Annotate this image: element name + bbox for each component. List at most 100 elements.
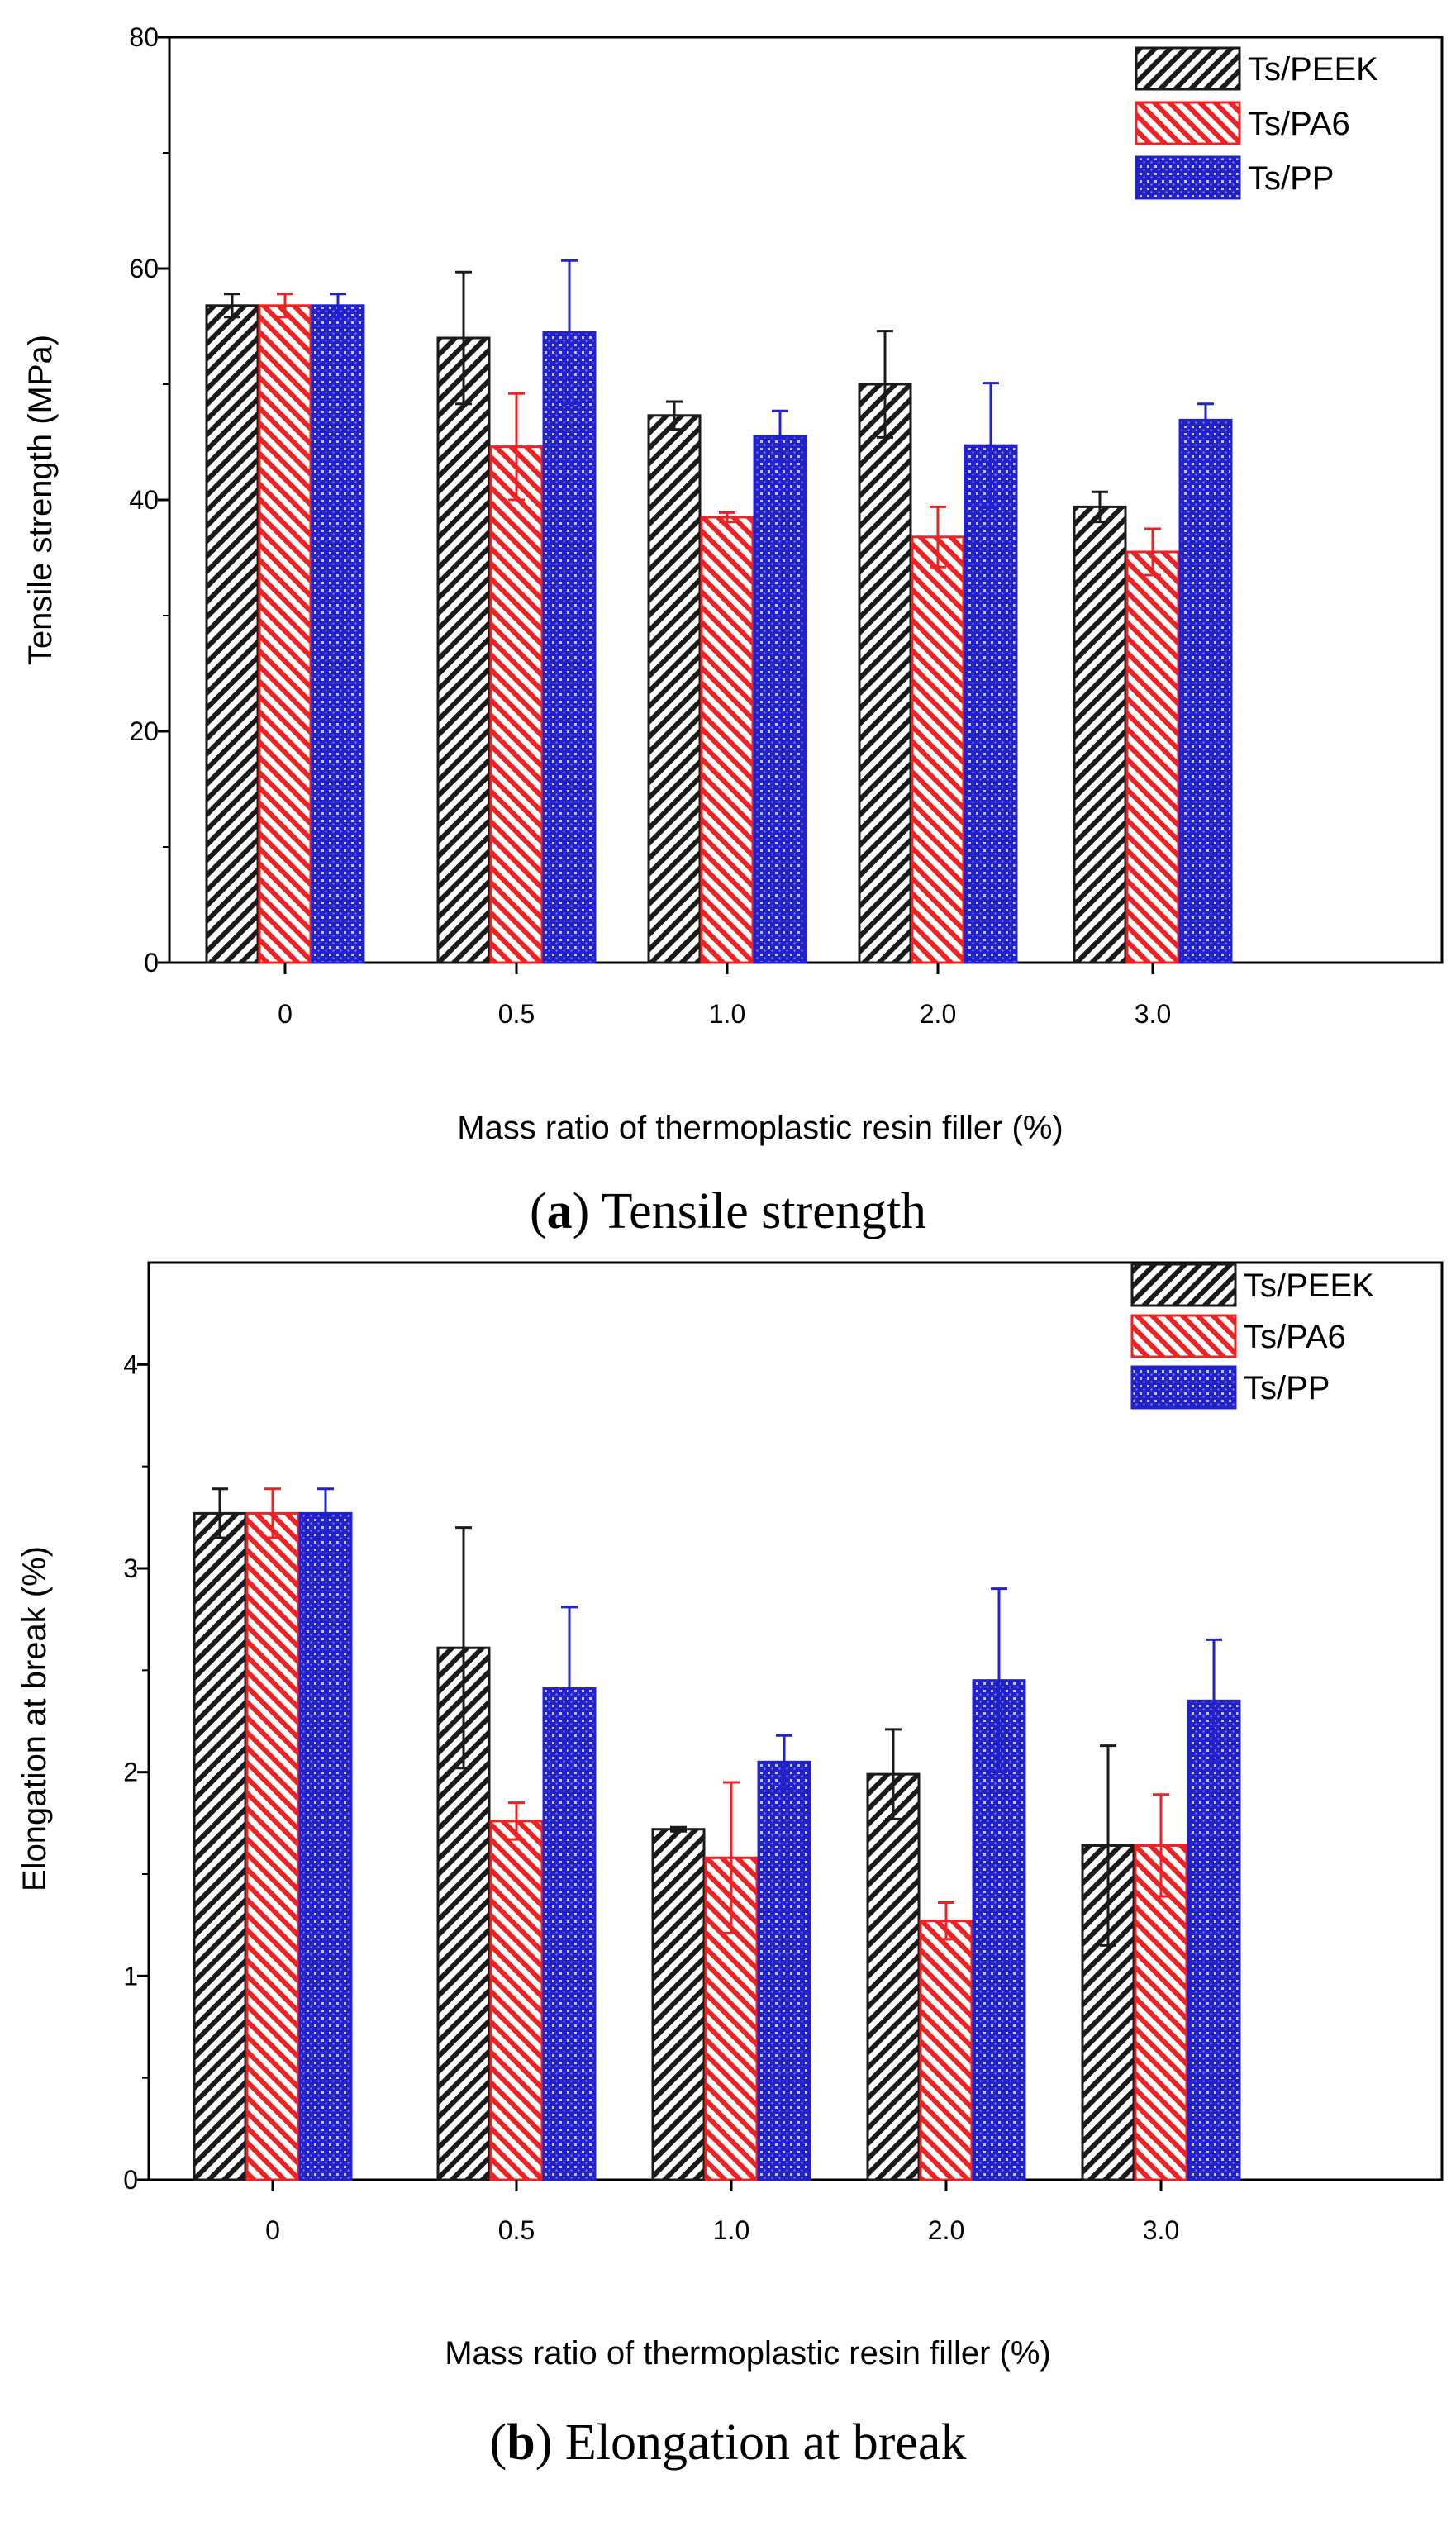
error-bar-pa6-0 (277, 293, 293, 319)
legend-label-pa6: Ts/PA6 (1248, 106, 1350, 142)
bar-pp-0 (311, 304, 365, 964)
error-bar-pp-1.0 (776, 1734, 792, 1790)
x-ticks: 0 0.5 1.0 2.0 3.0 (278, 963, 1171, 1029)
error-bar-peek-1.0 (670, 1825, 687, 1833)
bar-peek-1.0 (647, 414, 702, 964)
bar-pa6-0 (245, 1511, 300, 2181)
x-axis-label: Mass ratio of thermoplastic resin filler… (457, 1110, 1063, 1146)
y-ticks: 0 1 2 3 4 (123, 1349, 149, 2195)
x-ticks: 0 0.5 1.0 2.0 3.0 (265, 2180, 1179, 2245)
errorbars-layer (224, 259, 1214, 577)
bar-pa6-3.0 (1125, 550, 1180, 964)
x-tick-label: 2.0 (928, 2215, 964, 2245)
bars-layer (193, 1511, 1241, 2181)
error-bar-peek-0 (212, 1487, 228, 1539)
bar-peek-0 (193, 1511, 247, 2181)
error-bar-pa6-0.5 (508, 1801, 525, 1841)
y-axis-label: Elongation at break (%) (17, 1546, 53, 1891)
panel-label-a: a (547, 1183, 573, 1239)
bar-peek-2.0 (866, 1772, 921, 2181)
legend-swatch-peek (1130, 1263, 1237, 1307)
y-tick-label: 3 (123, 1553, 138, 1583)
error-bar-pp-0.5 (561, 259, 578, 406)
panel-b: 0 1 2 3 4 0 0.5 1.0 2.0 3.0 Elongation at break … (17, 1261, 1444, 2471)
bar-pa6-0.5 (489, 1820, 544, 2181)
error-bar-pp-0.5 (561, 1606, 578, 1772)
bar-pa6-2.0 (911, 535, 965, 964)
error-bar-pa6-2.0 (930, 505, 946, 569)
caption-a: (a) Tensile strength (530, 1183, 926, 1239)
error-bar-pa6-3.0 (1144, 527, 1161, 577)
legend-swatch-pa6 (1130, 1314, 1237, 1358)
x-axis-label: Mass ratio of thermoplastic resin filler… (445, 2335, 1051, 2372)
bar-peek-3.0 (1073, 505, 1127, 964)
error-bar-peek-2.0 (885, 1728, 902, 1820)
y-tick-label: 40 (129, 485, 159, 515)
error-bar-pa6-1.0 (719, 511, 735, 524)
bar-pp-1.0 (753, 435, 807, 964)
y-tick-label: 2 (123, 1758, 138, 1787)
legend-swatch-pp (1135, 155, 1241, 200)
bar-pa6-0 (258, 304, 312, 964)
x-tick-label: 0 (278, 999, 293, 1029)
x-tick-label: 3.0 (1143, 2215, 1179, 2245)
legend-swatch-pp (1130, 1365, 1237, 1410)
error-bar-pa6-0 (264, 1487, 281, 1539)
error-bar-peek-0.5 (455, 1526, 472, 1770)
error-bar-pa6-1.0 (723, 1781, 740, 1935)
errorbars-layer (212, 1487, 1222, 1947)
caption-b: (b) Elongation at break (490, 2414, 967, 2471)
error-bar-pp-1.0 (772, 409, 788, 464)
caption-text-a: Tensile strength (602, 1183, 926, 1239)
x-tick-label: 1.0 (709, 999, 745, 1029)
y-tick-label: 4 (123, 1349, 138, 1379)
bar-pa6-2.0 (919, 1920, 973, 2181)
bars-layer (205, 304, 1233, 964)
bar-pp-1.0 (757, 1760, 811, 2181)
bar-pp-0.5 (542, 331, 597, 964)
legend-swatch-peek (1135, 46, 1241, 91)
error-bar-pp-0 (330, 293, 346, 319)
error-bar-peek-3.0 (1092, 490, 1108, 524)
caption-text-b: Elongation at break (565, 2414, 967, 2471)
y-tick-label: 1 (123, 1961, 138, 1991)
bar-peek-1.0 (651, 1828, 706, 2181)
x-tick-label: 1.0 (713, 2215, 749, 2245)
bar-pp-3.0 (1187, 1699, 1241, 2181)
bar-pa6-0.5 (489, 445, 544, 964)
x-tick-label: 2.0 (920, 999, 956, 1029)
y-tick-label: 20 (129, 716, 159, 746)
error-bar-pa6-3.0 (1153, 1793, 1169, 1898)
bar-pp-0 (298, 1511, 353, 2181)
legend-label-pa6: Ts/PA6 (1244, 1319, 1346, 1355)
error-bar-peek-3.0 (1100, 1744, 1116, 1947)
error-bar-peek-1.0 (666, 400, 683, 431)
y-tick-label: 60 (129, 254, 159, 283)
bar-peek-0.5 (436, 336, 491, 964)
error-bar-peek-2.0 (877, 330, 893, 439)
bar-pa6-1.0 (700, 516, 754, 964)
error-bar-pp-2.0 (991, 1587, 1007, 1774)
legend-label-peek: Ts/PEEK (1244, 1268, 1374, 1304)
legend-swatch-pa6 (1135, 101, 1241, 145)
error-bar-peek-0 (224, 293, 240, 319)
legend: Ts/PEEK Ts/PA6 Ts/PP (1130, 1263, 1374, 1410)
legend-label-peek: Ts/PEEK (1248, 51, 1378, 88)
panel-a: 0 20 40 60 80 0 0.5 1.0 2.0 3.0 Tensile strength… (22, 22, 1444, 1239)
error-bar-pa6-2.0 (938, 1901, 954, 1941)
y-axis-label: Tensile strength (MPa) (22, 335, 59, 665)
legend-label-pp: Ts/PP (1244, 1370, 1330, 1406)
x-tick-label: 3.0 (1135, 999, 1171, 1029)
x-tick-label: 0 (265, 2215, 280, 2245)
error-bar-pp-2.0 (983, 382, 999, 510)
error-bar-pp-0 (317, 1487, 334, 1539)
bar-pp-3.0 (1178, 418, 1233, 964)
bar-pp-2.0 (964, 444, 1018, 964)
legend-label-pp: Ts/PP (1248, 160, 1334, 197)
x-tick-label: 0.5 (498, 999, 535, 1029)
error-bar-pp-3.0 (1206, 1638, 1222, 1763)
x-tick-label: 0.5 (498, 2215, 535, 2245)
error-bar-pa6-0.5 (508, 392, 525, 502)
legend: Ts/PEEK Ts/PA6 Ts/PP (1135, 46, 1378, 200)
